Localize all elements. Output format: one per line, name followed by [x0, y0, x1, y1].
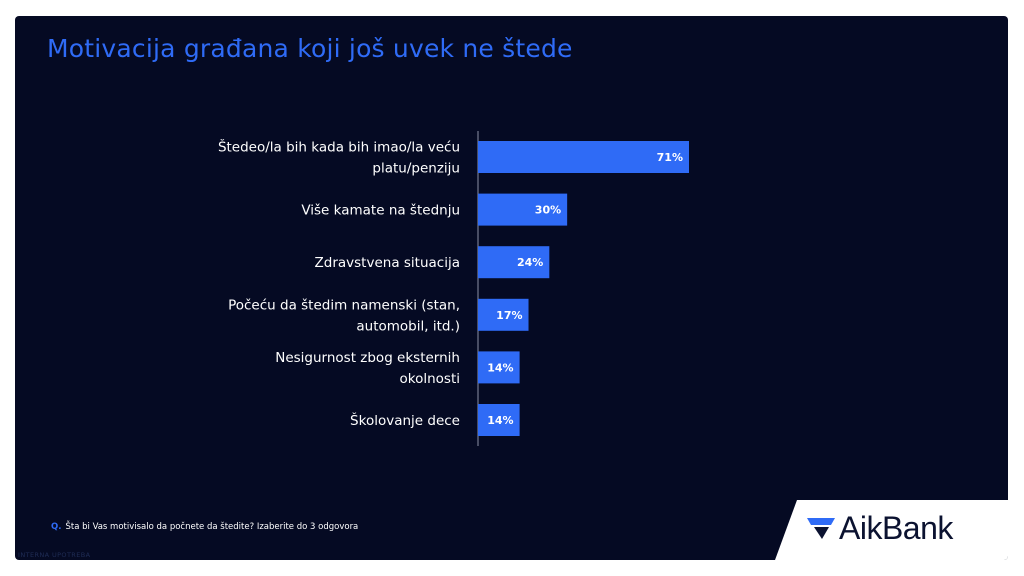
logo-panel-background — [775, 500, 1008, 560]
brand-logo: AikBank — [805, 512, 953, 544]
bar-value-label-2: 24% — [517, 256, 543, 269]
category-label-5-0: Školovanje dece — [350, 411, 460, 429]
category-label-4-1: okolnosti — [400, 371, 461, 387]
aikbank-logo-icon — [807, 518, 835, 539]
bar-value-label-4: 14% — [487, 361, 513, 374]
logo-text: AikBank — [839, 510, 953, 546]
category-label-4-0: Nesigurnost zbog eksternih — [275, 350, 460, 366]
category-label-3-1: automobil, itd.) — [356, 318, 460, 334]
slide: Motivacija građana koji još uvek ne šted… — [15, 16, 1008, 560]
category-label-0-0: Štedeo/la bih kada bih imao/la veću — [218, 138, 460, 156]
category-label-1-0: Više kamate na štednju — [301, 203, 460, 219]
bar-value-label-0: 71% — [657, 151, 683, 164]
category-label-0-1: platu/penziju — [372, 161, 460, 177]
bar-value-label-5: 14% — [487, 414, 513, 427]
category-label-3-0: Počeću da štedim namenski (stan, — [228, 297, 460, 313]
bar-0 — [478, 141, 689, 173]
bar-value-label-1: 30% — [535, 204, 561, 217]
bar-chart: 71% Štedeo/la bih kada bih imao/la veću pl… — [218, 131, 689, 446]
footnote-text: Šta bi Vas motivisalo da počnete da šted… — [65, 522, 359, 532]
bar-3 — [478, 298, 529, 331]
internal-use-label: INTERNA UPOTREBA — [18, 551, 91, 559]
page-title: Motivacija građana koji još uvek ne šted… — [47, 34, 573, 63]
footnote-prefix: Q. — [51, 522, 62, 532]
bar-1 — [478, 193, 568, 226]
bar-5 — [478, 404, 520, 436]
logo-panel: AikBank — [775, 500, 1008, 560]
category-label-2-0: Zdravstvena situacija — [315, 255, 460, 271]
bar-2 — [478, 246, 550, 279]
bar-4 — [478, 351, 520, 384]
footnote: Q. Šta bi Vas motivisalo da počnete da št… — [51, 522, 358, 532]
bar-value-label-3: 17% — [496, 309, 522, 322]
